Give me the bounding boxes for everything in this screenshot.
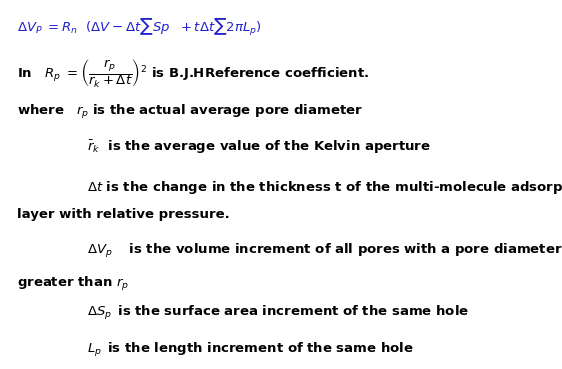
Text: $\Delta t$ is the change in the thickness t of the multi-molecule adsorption: $\Delta t$ is the change in the thicknes… [87,179,562,196]
Text: $\Delta V_p\quad$ is the volume increment of all pores with a pore diameter: $\Delta V_p\quad$ is the volume incremen… [87,242,562,260]
Text: $\Delta V_P\ =R_n\ \ (\Delta V - \Delta t\sum Sp\ \ +t\Delta t\sum 2\pi L_p)$: $\Delta V_P\ =R_n\ \ (\Delta V - \Delta … [17,17,262,38]
Text: $\bar{r}_k$  is the average value of the Kelvin aperture: $\bar{r}_k$ is the average value of the … [87,138,431,156]
Text: $L_p\,$ is the length increment of the same hole: $L_p\,$ is the length increment of the s… [87,341,414,359]
Text: layer with relative pressure.: layer with relative pressure. [17,208,230,221]
Text: In$\ \ \ R_p\ =\left(\dfrac{r_p}{r_k+\Delta t}\right)^2$ is B.J.HReference coeff: In$\ \ \ R_p\ =\left(\dfrac{r_p}{r_k+\De… [17,57,369,89]
Text: greater than $r_p$: greater than $r_p$ [17,275,129,293]
Text: where$\ \ \ r_p$ is the actual average pore diameter: where$\ \ \ r_p$ is the actual average p… [17,103,362,121]
Text: $\Delta S_p\,$ is the surface area increment of the same hole: $\Delta S_p\,$ is the surface area incre… [87,304,469,323]
